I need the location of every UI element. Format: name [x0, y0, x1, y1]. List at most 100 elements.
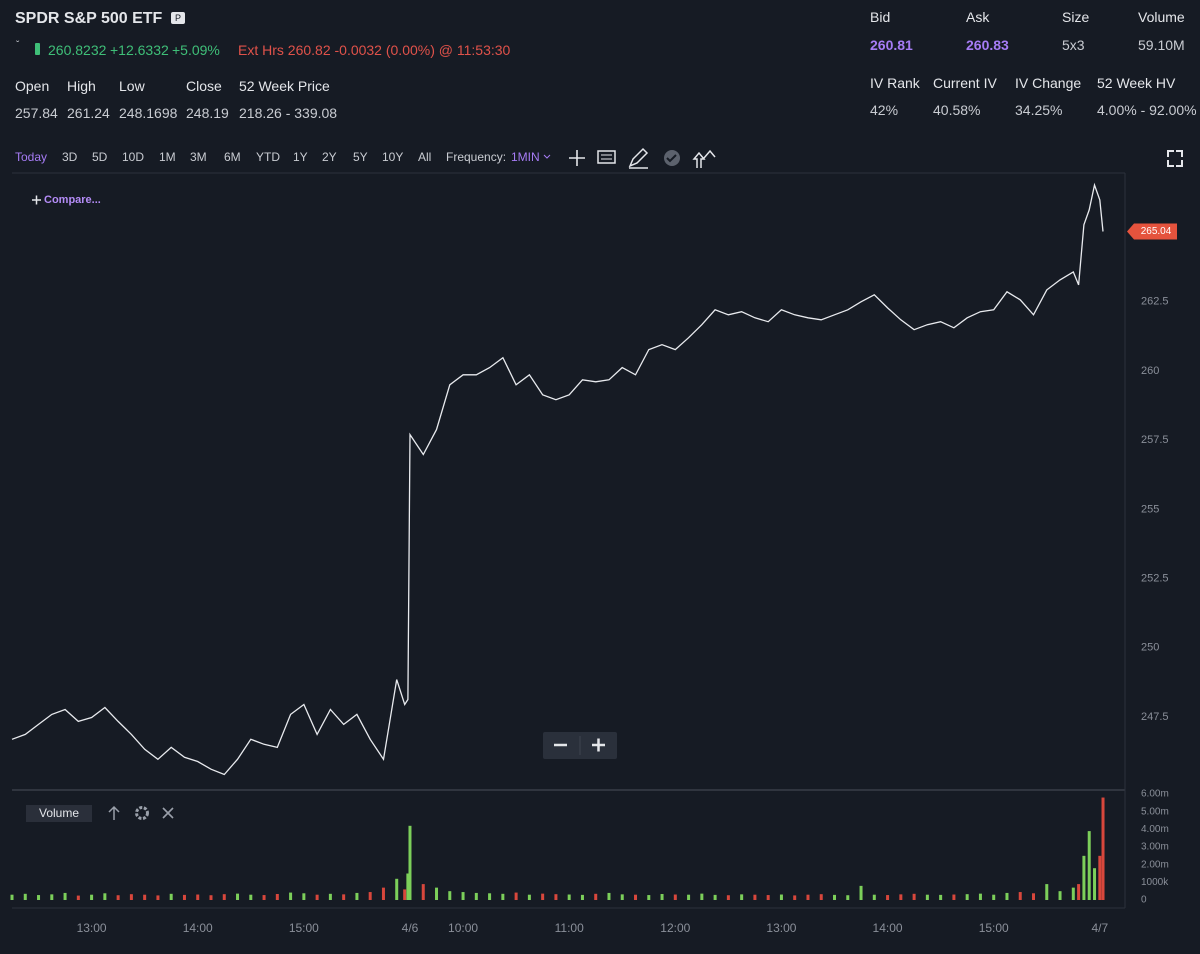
volume-bar [1005, 892, 1009, 900]
range-button[interactable]: Today [15, 150, 48, 164]
volume-bar [169, 893, 173, 900]
y-tick-label: 6.00m [1141, 789, 1169, 800]
volume-bar [607, 892, 611, 900]
range-button[interactable]: 5D [92, 150, 108, 164]
volume-bar [196, 894, 200, 900]
quote-label: Size [1062, 9, 1090, 25]
y-tick-label: 247.5 [1141, 711, 1169, 723]
price-line [11, 182, 1104, 776]
volume-bar [289, 892, 293, 900]
last-price-label: 265.04 [1141, 226, 1172, 237]
range-button[interactable]: 10Y [382, 150, 404, 164]
compare-label[interactable]: Compare... [44, 194, 101, 206]
volume-bar [1045, 884, 1049, 900]
y-tick-label: 250 [1141, 642, 1159, 654]
frequency[interactable]: 1MIN [511, 150, 540, 164]
range-button[interactable]: 6M [224, 150, 241, 164]
volume-bar [713, 894, 717, 900]
volume-bar [262, 895, 266, 900]
volume-bar [209, 895, 213, 900]
volume-bar [1098, 855, 1102, 900]
volume-bar [567, 894, 571, 900]
volume-bar [435, 887, 439, 900]
stat-value: 261.24 [67, 105, 110, 121]
y-tick-label: 257.5 [1141, 434, 1169, 446]
volume-bar [408, 825, 412, 900]
stat-value: 257.84 [15, 105, 58, 121]
range-button[interactable]: 1Y [293, 150, 308, 164]
move-up-icon[interactable] [108, 805, 120, 820]
volume-bar [474, 892, 478, 900]
volume-bar [156, 895, 160, 900]
y-tick-label: 262.5 [1141, 296, 1169, 308]
x-tick-label: 11:00 [555, 921, 584, 935]
range-button[interactable]: YTD [256, 150, 280, 164]
volume-bar [76, 895, 80, 900]
volume-bar [1082, 855, 1086, 900]
volume-bar [647, 895, 651, 900]
stat-label: Low [119, 78, 145, 94]
stat-label: High [67, 78, 96, 94]
y-tick-label: 252.5 [1141, 572, 1169, 584]
volume-bar [461, 892, 465, 900]
range-button[interactable]: All [418, 150, 432, 164]
volume-bar [1087, 831, 1091, 900]
x-tick-label: 15:00 [289, 921, 319, 935]
iv-label: IV Rank [870, 75, 920, 91]
volume-label-bg [26, 805, 92, 822]
volume-bar [912, 893, 916, 900]
settings-icon[interactable] [135, 806, 149, 820]
volume-bar [381, 887, 385, 900]
volume-bar [421, 884, 425, 900]
volume-bar [116, 895, 120, 900]
ask: 260.83 [966, 37, 1009, 53]
volume-bar [403, 889, 407, 900]
range-button[interactable]: 2Y [322, 150, 337, 164]
title: SPDR S&P 500 ETF [15, 10, 163, 27]
volume-bar [1101, 797, 1105, 900]
volume-bar [925, 894, 929, 900]
compare-button[interactable]: Compare... [32, 194, 101, 206]
volume-bar [1032, 893, 1036, 900]
close-icon[interactable] [162, 807, 174, 819]
volume-bar [448, 891, 452, 900]
zoom-in[interactable] [592, 738, 605, 752]
volume-bar [846, 895, 850, 900]
volume-bar [554, 894, 558, 900]
volume-bar [182, 894, 186, 900]
volume-bar [103, 893, 107, 900]
x-tick-label: 4/7 [1091, 921, 1108, 935]
volume-bar [488, 893, 492, 900]
volume-bar [779, 894, 783, 900]
range-button[interactable]: 5Y [353, 150, 368, 164]
volume-bar [687, 894, 691, 900]
volume-bar [90, 894, 94, 900]
stat-label: Open [15, 78, 50, 94]
y-tick-label: 1000k [1141, 877, 1169, 888]
change: +12.6332 [110, 42, 169, 58]
stat-value: 248.19 [186, 105, 229, 121]
volume-bar [952, 894, 956, 900]
range-button[interactable]: 1M [159, 150, 176, 164]
volume-bar [833, 894, 837, 900]
range-button[interactable]: 3D [62, 150, 78, 164]
volume-bar [594, 893, 598, 900]
volume-bar [793, 895, 797, 900]
y-tick-label: 2.00m [1141, 859, 1169, 870]
iv-value: 34.25% [1015, 102, 1063, 118]
volume-bar [541, 893, 545, 900]
stat-label: Close [186, 78, 222, 94]
volume-bar [1018, 892, 1022, 900]
range-button[interactable]: 10D [122, 150, 145, 164]
volume-bar [249, 894, 253, 900]
chevron[interactable]: ˇ [16, 40, 20, 51]
volume-bar [1071, 887, 1075, 900]
range-button[interactable]: 3M [190, 150, 207, 164]
volume-bar [1058, 891, 1062, 900]
badge: P [171, 12, 186, 24]
volume-bar [753, 894, 757, 900]
y-tick-label: 4.00m [1141, 824, 1169, 835]
volume-bar [580, 894, 584, 900]
